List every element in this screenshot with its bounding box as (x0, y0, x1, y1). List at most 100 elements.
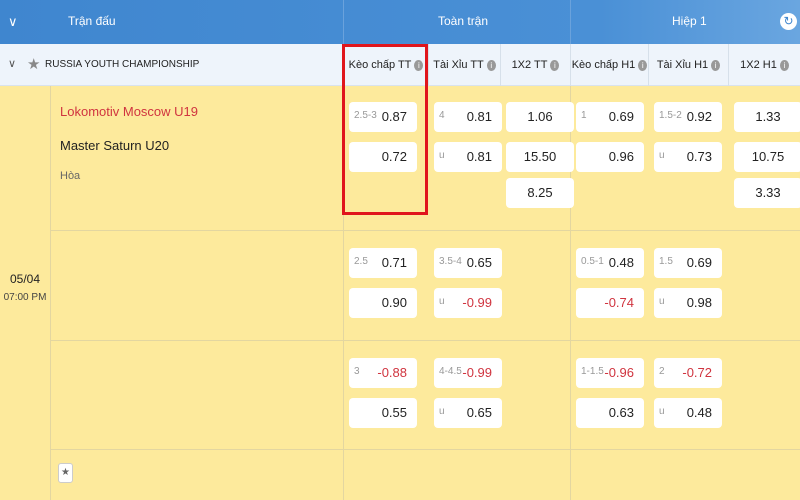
column-header[interactable]: Tài Xỉu H1 i (648, 44, 728, 86)
odds-value: 3.33 (755, 185, 781, 200)
odds-line: 3 (354, 366, 360, 377)
odds-value: 0.73 (686, 149, 712, 164)
odds-line: u (439, 150, 445, 161)
odds-button[interactable]: 10.75 (734, 142, 800, 172)
odds-value: -0.99 (462, 295, 492, 310)
odds-value: 0.48 (686, 405, 712, 420)
odds-line: 2.5 (354, 256, 368, 267)
odds-line: u (659, 406, 665, 417)
column-header[interactable]: 1X2 H1 i (728, 44, 800, 86)
odds-value: -0.99 (462, 365, 492, 380)
league-name: RUSSIA YOUTH CHAMPIONSHIP (45, 59, 200, 70)
odds-button[interactable]: 2.5-3 0.87 (349, 102, 417, 132)
odds-value: 0.71 (381, 255, 407, 270)
odds-value: 0.98 (686, 295, 712, 310)
odds-line: 4-4.5 (439, 366, 462, 377)
home-team[interactable]: Lokomotiv Moscow U19 (60, 104, 198, 119)
league-row: ∨ ★ RUSSIA YOUTH CHAMPIONSHIP Kèo chấp T… (0, 44, 800, 86)
away-team[interactable]: Master Saturn U20 (60, 138, 170, 153)
info-icon[interactable]: i (638, 59, 648, 71)
odds-value: 10.75 (751, 149, 785, 164)
odds-line: 1 (581, 110, 587, 121)
odds-value: 15.50 (523, 149, 557, 164)
favorite-star-button[interactable]: ★ (58, 463, 73, 483)
column-label: Kèo chấp H1 (571, 59, 636, 71)
refresh-icon[interactable]: ↻ (780, 13, 797, 30)
odds-button[interactable]: 1.06 (506, 102, 574, 132)
info-icon[interactable]: i (779, 59, 789, 71)
odds-line: 1-1.5 (581, 366, 604, 377)
odds-button[interactable]: 0.72 (349, 142, 417, 172)
odds-button[interactable]: -0.74 (576, 288, 644, 318)
odds-value: 0.65 (466, 255, 492, 270)
odds-button[interactable]: 3.33 (734, 178, 800, 208)
odds-value: 0.96 (608, 149, 634, 164)
odds-button[interactable]: 0.96 (576, 142, 644, 172)
match-column-header: Trận đấu (68, 14, 116, 28)
odds-line: 1.5 (659, 256, 673, 267)
odds-button[interactable]: 1.33 (734, 102, 800, 132)
chevron-down-icon[interactable]: ∨ (8, 14, 18, 29)
odds-line: 3.5-4 (439, 256, 462, 267)
odds-button[interactable]: u 0.48 (654, 398, 722, 428)
odds-line: u (659, 296, 665, 307)
odds-button[interactable]: 2.5 0.71 (349, 248, 417, 278)
odds-button[interactable]: 0.5-1 0.48 (576, 248, 644, 278)
odds-value: 0.69 (686, 255, 712, 270)
odds-value: 0.72 (381, 149, 407, 164)
odds-button[interactable]: 0.90 (349, 288, 417, 318)
column-label: Tài Xỉu H1 (656, 59, 709, 71)
column-header[interactable]: Kèo chấp H1 i (570, 44, 648, 86)
odds-button[interactable]: 3 -0.88 (349, 358, 417, 388)
odds-value: 0.81 (466, 109, 492, 124)
odds-button[interactable]: 4 0.81 (434, 102, 502, 132)
column-header[interactable]: Tài Xỉu TT i (428, 44, 500, 86)
odds-value: 0.92 (686, 109, 712, 124)
info-icon[interactable]: i (414, 59, 424, 71)
odds-value: 1.06 (527, 109, 553, 124)
odds-value: 0.55 (381, 405, 407, 420)
odds-button[interactable]: 4-4.5 -0.99 (434, 358, 502, 388)
odds-button[interactable]: 0.63 (576, 398, 644, 428)
table-header: ∨ Trận đấu Toàn trận Hiệp 1 ↻ (0, 0, 800, 44)
full-time-header: Toàn trận (438, 14, 489, 28)
odds-button[interactable]: 8.25 (506, 178, 574, 208)
odds-line: 2.5-3 (354, 110, 377, 121)
chevron-down-icon[interactable]: ∨ (8, 58, 17, 70)
highlight-box (342, 44, 428, 215)
draw-label: Hòa (60, 170, 81, 182)
odds-line: u (659, 150, 665, 161)
odds-value: 0.63 (608, 405, 634, 420)
star-icon[interactable]: ★ (27, 56, 41, 73)
odds-value: -0.74 (604, 295, 634, 310)
odds-button[interactable]: u 0.81 (434, 142, 502, 172)
odds-button[interactable]: 1 0.69 (576, 102, 644, 132)
match-date: 05/04 (9, 272, 41, 286)
odds-button[interactable]: 1-1.5 -0.96 (576, 358, 644, 388)
odds-line: 0.5-1 (581, 256, 604, 267)
info-icon[interactable]: i (486, 59, 496, 71)
odds-value: 0.81 (466, 149, 492, 164)
odds-line: 4 (439, 110, 445, 121)
odds-line: 1.5-2 (659, 110, 682, 121)
odds-button[interactable]: 15.50 (506, 142, 574, 172)
odds-button[interactable]: 2 -0.72 (654, 358, 722, 388)
odds-button[interactable]: u -0.99 (434, 288, 502, 318)
column-header[interactable]: 1X2 TT i (500, 44, 570, 86)
odds-button[interactable]: 1.5 0.69 (654, 248, 722, 278)
info-icon[interactable]: i (550, 59, 560, 71)
odds-button[interactable]: u 0.73 (654, 142, 722, 172)
odds-button[interactable]: 1.5-2 0.92 (654, 102, 722, 132)
odds-value: 0.90 (381, 295, 407, 310)
odds-button[interactable]: u 0.65 (434, 398, 502, 428)
info-icon[interactable]: i (711, 59, 721, 71)
odds-button[interactable]: 0.55 (349, 398, 417, 428)
odds-button[interactable]: u 0.98 (654, 288, 722, 318)
column-label: Tài Xỉu TT (433, 59, 484, 71)
odds-value: 0.69 (608, 109, 634, 124)
match-body: Lokomotiv Moscow U19 Master Saturn U20 H… (0, 86, 800, 500)
odds-value: -0.72 (682, 365, 712, 380)
odds-value: 0.87 (381, 109, 407, 124)
odds-line: u (439, 296, 445, 307)
odds-button[interactable]: 3.5-4 0.65 (434, 248, 502, 278)
